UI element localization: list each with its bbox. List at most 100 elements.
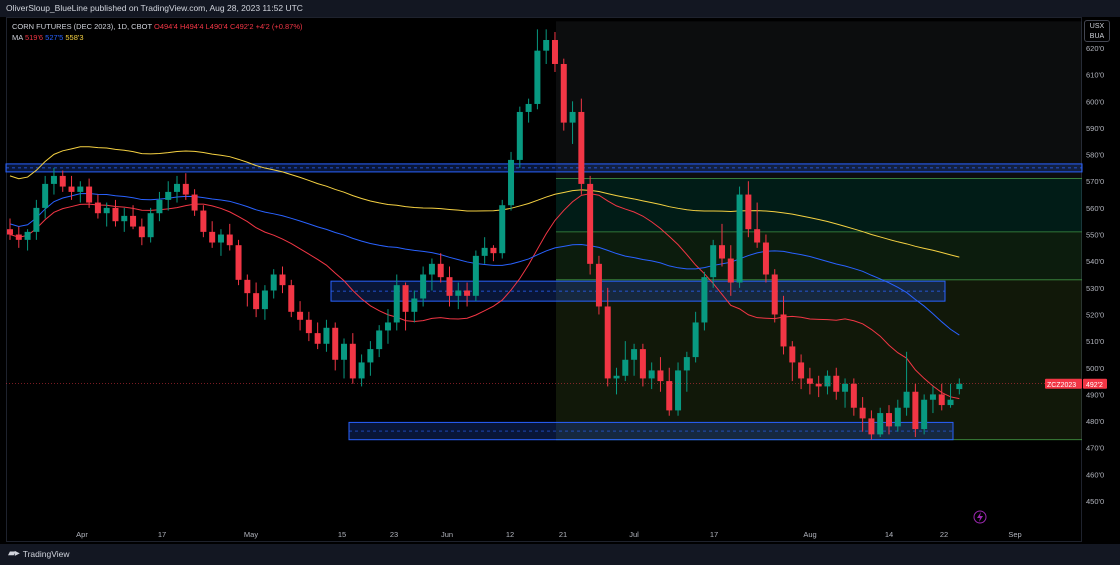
candle-body[interactable] (86, 186, 93, 203)
candle-body[interactable] (886, 413, 892, 427)
candle-body[interactable] (411, 298, 418, 312)
candle-body[interactable] (525, 103, 532, 112)
candle-body[interactable] (121, 215, 128, 222)
candle-body[interactable] (446, 277, 453, 296)
candle-body[interactable] (692, 322, 699, 358)
candle-body[interactable] (912, 391, 919, 430)
candle-body[interactable] (464, 290, 471, 296)
candle-body[interactable] (130, 215, 137, 227)
candle-body[interactable] (771, 274, 778, 315)
candle-body[interactable] (789, 346, 796, 363)
price-unit-selector[interactable]: USX BUA (1084, 20, 1110, 42)
candle-body[interactable] (657, 370, 664, 382)
candle-body[interactable] (279, 274, 286, 286)
candle-body[interactable] (323, 327, 330, 344)
candle-body[interactable] (631, 349, 638, 360)
candle-body[interactable] (341, 343, 348, 360)
candle-body[interactable] (613, 375, 620, 379)
candle-body[interactable] (472, 255, 479, 296)
candle-body[interactable] (543, 40, 550, 51)
tradingview-logo[interactable]: ▰▸ TradingView (8, 548, 70, 559)
candle-body[interactable] (297, 311, 304, 320)
candle-body[interactable] (842, 383, 849, 392)
candle-body[interactable] (569, 111, 576, 123)
candle-body[interactable] (516, 111, 523, 160)
candle-body[interactable] (209, 231, 216, 243)
candle-body[interactable] (701, 277, 708, 323)
candle-body[interactable] (147, 213, 154, 238)
candle-body[interactable] (604, 306, 611, 379)
candle-body[interactable] (877, 413, 884, 435)
candle-body[interactable] (402, 285, 409, 312)
candle-body[interactable] (217, 234, 224, 243)
candle-body[interactable] (639, 349, 646, 379)
candle-body[interactable] (349, 343, 356, 379)
candle-body[interactable] (15, 234, 22, 240)
candle-body[interactable] (24, 231, 31, 240)
candle-body[interactable] (7, 229, 13, 235)
candle-body[interactable] (956, 383, 963, 390)
candle-body[interactable] (174, 183, 181, 192)
candle-body[interactable] (903, 391, 910, 408)
candle-body[interactable] (929, 394, 936, 400)
lightning-icon[interactable] (973, 510, 987, 524)
candle-body[interactable] (165, 191, 172, 200)
candle-body[interactable] (718, 245, 725, 259)
candle-body[interactable] (736, 194, 743, 283)
candle-body[interactable] (103, 207, 110, 214)
candle-body[interactable] (938, 394, 945, 406)
candle-body[interactable] (727, 258, 734, 283)
candle-body[interactable] (754, 229, 761, 243)
candle-body[interactable] (551, 40, 558, 64)
candle-body[interactable] (156, 199, 163, 214)
candle-body[interactable] (77, 186, 84, 192)
candle-body[interactable] (59, 175, 66, 187)
candle-body[interactable] (314, 333, 321, 344)
candle-body[interactable] (806, 378, 813, 384)
candle-body[interactable] (200, 210, 207, 232)
candle-body[interactable] (50, 175, 57, 184)
candle-body[interactable] (534, 50, 541, 104)
candle-body[interactable] (947, 399, 954, 406)
candle-body[interactable] (499, 205, 506, 254)
candle-body[interactable] (235, 245, 242, 280)
candle-body[interactable] (921, 399, 928, 430)
candle-body[interactable] (868, 418, 875, 435)
candle-body[interactable] (683, 357, 690, 371)
candle-body[interactable] (710, 245, 717, 278)
candle-body[interactable] (305, 319, 312, 334)
candle-body[interactable] (508, 159, 515, 206)
candle-body[interactable] (675, 370, 682, 411)
candle-body[interactable] (780, 314, 787, 347)
candle-body[interactable] (490, 247, 497, 254)
candle-body[interactable] (894, 407, 901, 427)
candle-body[interactable] (244, 279, 251, 294)
candle-body[interactable] (42, 183, 49, 208)
candle-body[interactable] (191, 194, 198, 211)
candle-body[interactable] (798, 362, 805, 379)
candle-body[interactable] (253, 293, 260, 310)
candle-body[interactable] (288, 285, 295, 312)
candle-body[interactable] (648, 370, 655, 379)
candle-body[interactable] (437, 263, 444, 278)
candle-body[interactable] (420, 274, 427, 299)
candle-body[interactable] (112, 207, 119, 222)
candle-body[interactable] (270, 274, 277, 291)
candle-body[interactable] (762, 242, 769, 275)
candle-body[interactable] (745, 194, 752, 230)
candle-body[interactable] (358, 362, 365, 379)
candle-body[interactable] (367, 349, 374, 363)
candle-body[interactable] (182, 183, 189, 195)
candle-body[interactable] (595, 263, 602, 307)
candle-body[interactable] (332, 327, 339, 360)
candle-body[interactable] (455, 290, 462, 296)
candle-body[interactable] (428, 263, 435, 275)
candle-body[interactable] (833, 375, 840, 392)
candle-body[interactable] (33, 207, 40, 232)
candle-body[interactable] (384, 322, 391, 331)
candle-body[interactable] (376, 330, 383, 350)
candle-body[interactable] (261, 290, 268, 310)
candle-body[interactable] (226, 234, 233, 246)
candle-body[interactable] (622, 359, 629, 376)
candle-body[interactable] (587, 183, 594, 264)
